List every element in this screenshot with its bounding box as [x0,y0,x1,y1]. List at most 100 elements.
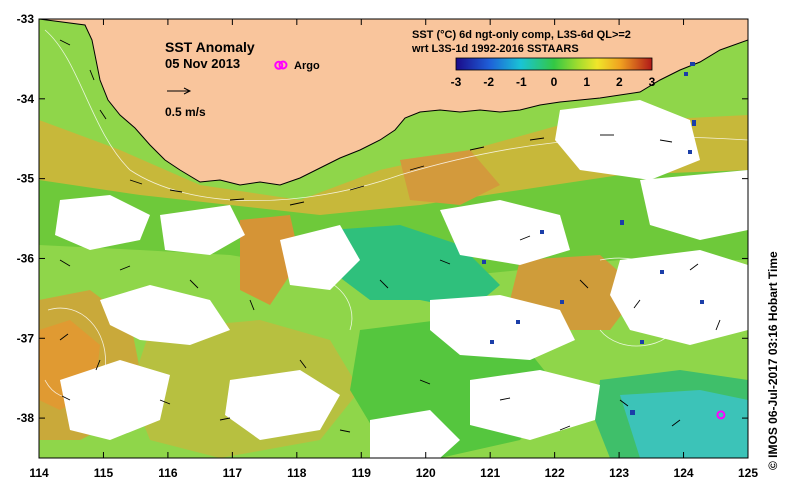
current-arrow [619,399,629,407]
plot-frame [38,18,749,459]
current-arrow [289,201,305,206]
cold-anomaly-pixels [482,62,704,415]
lon-tick-label: 123 [609,466,629,480]
streamline-1 [44,29,748,202]
missing-region-2 [160,205,245,255]
colorbar-tick-label: 1 [583,75,590,89]
velocity-scale-label: 0.5 m/s [165,105,206,119]
lon-tick-label: 115 [94,466,114,480]
current-arrow [519,235,531,241]
current-arrow [469,146,485,151]
colorbar-tick-label: 0 [551,75,558,89]
streamline-4 [299,277,353,331]
current-arrow [419,379,431,385]
current-arrow [659,139,673,143]
colorbar-tick-label: 3 [649,75,656,89]
lat-tick-label: -34 [17,92,35,106]
current-arrow [379,279,389,289]
current-arrow [99,109,107,120]
current-arrow [169,189,183,193]
missing-region-9 [470,370,600,440]
colorbar-tick-label: 2 [616,75,623,89]
lon-tick-label: 122 [545,466,565,480]
current-arrow [59,333,69,341]
streamline-3 [599,257,682,347]
current-arrow [189,279,199,289]
velocity-scale: 0.5 m/s [165,87,206,119]
current-arrow [129,179,143,185]
colorbar-ticks: -3 -2 -1 0 1 2 3 [451,75,656,89]
current-arrow [633,299,641,309]
latitude-axis: -33-34-35-36-37-38 [17,12,748,425]
current-arrow [249,299,255,311]
current-vectors [59,39,721,433]
argo-legend: Argo [278,60,320,72]
current-arrow [95,359,101,371]
current-arrow [119,265,131,271]
argo-legend-label: Argo [294,60,320,72]
current-arrow [559,425,571,431]
current-arrow [349,185,365,191]
current-arrow [229,198,245,201]
argo-floats [274,60,726,420]
missing-region-1 [55,195,150,250]
current-arrow [689,263,699,271]
lat-tick-label: -36 [17,251,35,265]
lon-tick-label: 120 [416,466,436,480]
current-arrow [219,417,231,421]
sst-cyan-patch-east [620,390,748,458]
missing-region-12 [640,170,748,240]
current-arrow [299,359,307,369]
colorbar-tick-label: -3 [451,75,462,89]
current-arrow [579,279,589,289]
missing-region-4 [60,360,170,440]
argo-float-marker [274,60,284,70]
argo-legend-marker [278,60,288,70]
velocity-scale-arrow [167,87,192,95]
credit-label: © IMOS 06-Jul-2017 03:16 Hobart Time [766,251,780,470]
current-arrow [671,419,681,427]
argo-float-marker [716,410,726,420]
map-title: SST Anomaly [165,39,255,55]
lon-tick-label: 124 [674,466,694,480]
sst-green-band [39,170,748,280]
longitude-axis: 114 115 116 117 118 119 120 121 122 123 124 125 [29,19,758,480]
product-description-line2: wrt L3S-1d 1992-2016 SSTAARS [411,43,579,55]
lon-tick-label: 116 [158,466,178,480]
current-arrow [439,259,451,265]
missing-region-3 [100,285,230,345]
missing-data-regions [55,100,748,458]
map-date: 05 Nov 2013 [165,56,240,71]
missing-region-5 [225,370,340,440]
lon-tick-label: 119 [352,466,372,480]
sst-orange-patch-mid [240,215,300,305]
lat-tick-label: -33 [17,12,35,26]
current-arrow [159,399,171,405]
current-arrow [59,259,71,267]
lon-tick-label: 121 [480,466,500,480]
lat-tick-label: -37 [17,331,35,345]
current-arrow [89,69,95,81]
sst-orange-patch-northcentral [400,150,500,205]
current-arrow [339,429,351,433]
product-description-line1: SST (°C) 6d ngt-only comp, L3S-6d QL>=2 [412,29,631,41]
missing-region-11 [610,250,748,345]
colorbar-ramp [455,57,653,71]
current-arrow [499,397,511,401]
current-arrow [529,137,545,141]
lon-tick-label: 117 [223,466,243,480]
lat-tick-label: -35 [17,172,35,186]
missing-region-7 [440,200,570,265]
lon-tick-label: 118 [287,466,307,480]
colorbar-tick-label: -2 [483,75,494,89]
current-arrow [61,395,71,401]
colorbar: -3 -2 -1 0 1 2 3 [451,57,656,89]
missing-region-8 [430,295,575,360]
lon-tick-label: 125 [738,466,758,480]
missing-region-6 [280,225,360,290]
colorbar-tick-label: -1 [516,75,527,89]
current-arrow [715,319,721,331]
lon-tick-label: 114 [29,466,49,480]
missing-region-10 [555,100,700,180]
